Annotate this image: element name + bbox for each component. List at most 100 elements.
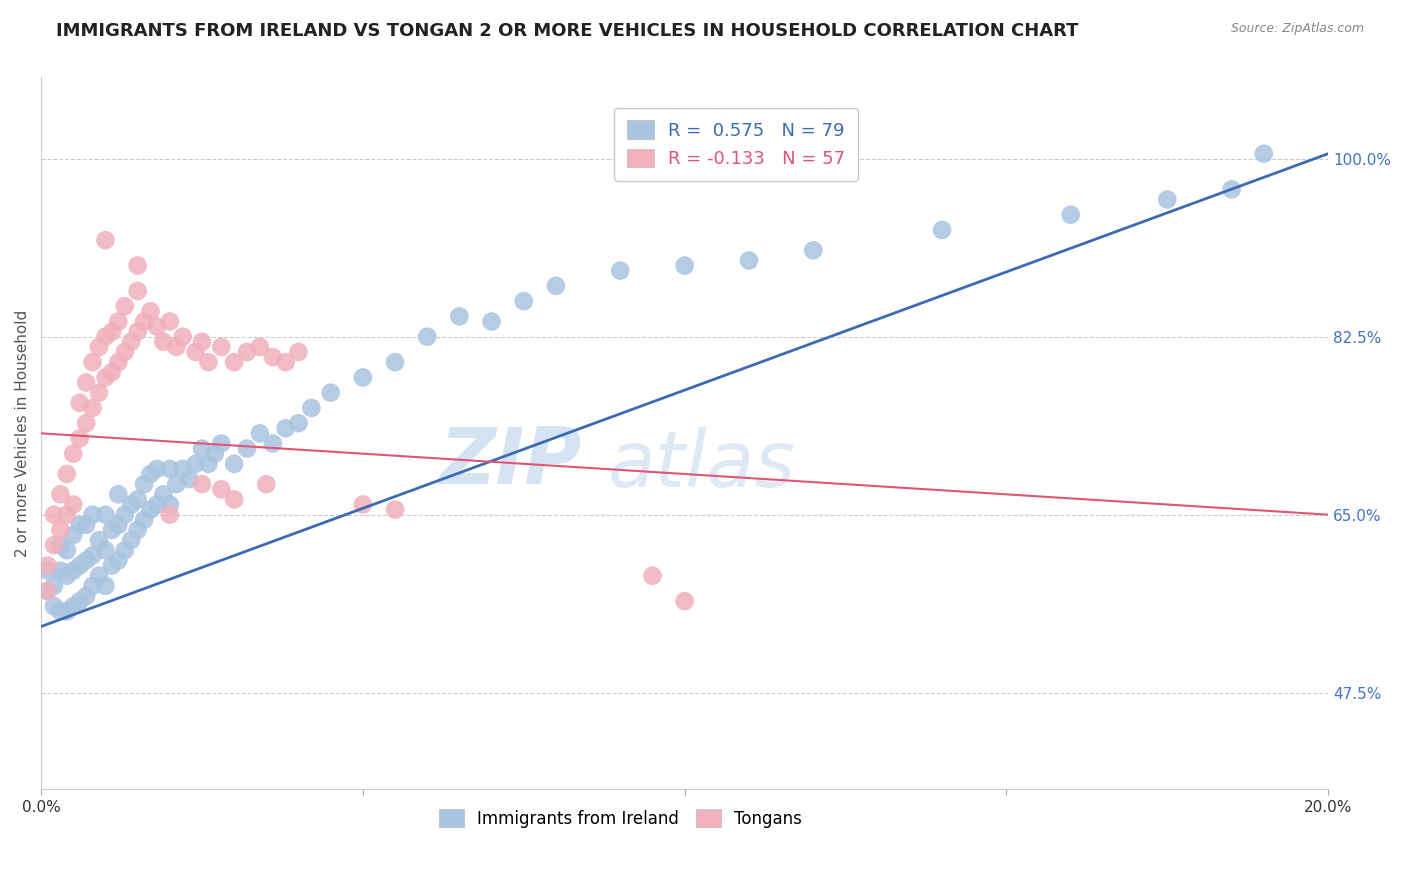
Point [384,502,406,516]
Point [94,508,117,522]
Point [319,385,342,400]
Point [42,599,65,614]
Point [107,355,129,369]
Point [609,263,631,277]
Point [94,330,117,344]
Point [152,487,174,501]
Point [1253,146,1275,161]
Point [191,477,214,491]
Point [299,401,322,415]
Point [146,462,169,476]
Point [224,492,246,507]
Point [101,523,124,537]
Point [37,583,59,598]
Point [62,498,84,512]
Point [69,431,91,445]
Point [49,538,72,552]
Point [94,543,117,558]
Point [107,553,129,567]
Point [132,477,155,491]
Point [209,482,232,496]
Point [209,436,232,450]
Point [481,314,503,328]
Point [262,350,284,364]
Point [82,355,104,369]
Point [184,457,207,471]
Point [101,325,124,339]
Legend: Immigrants from Ireland, Tongans: Immigrants from Ireland, Tongans [432,803,808,834]
Point [62,564,84,578]
Point [62,599,84,614]
Point [127,259,149,273]
Point [204,447,226,461]
Point [197,457,219,471]
Point [87,340,110,354]
Point [82,401,104,415]
Text: atlas: atlas [607,427,796,503]
Point [127,492,149,507]
Point [69,558,91,573]
Text: IMMIGRANTS FROM IRELAND VS TONGAN 2 OR MORE VEHICLES IN HOUSEHOLD CORRELATION CH: IMMIGRANTS FROM IRELAND VS TONGAN 2 OR M… [56,22,1078,40]
Point [37,583,59,598]
Point [236,345,259,359]
Point [384,355,406,369]
Point [172,462,194,476]
Point [544,279,567,293]
Point [107,314,129,328]
Point [69,396,91,410]
Point [352,498,374,512]
Point [56,543,79,558]
Point [738,253,761,268]
Point [673,259,696,273]
Point [114,299,136,313]
Y-axis label: 2 or more Vehicles in Household: 2 or more Vehicles in Household [15,310,30,557]
Point [449,310,471,324]
Point [120,533,142,547]
Point [87,385,110,400]
Point [262,436,284,450]
Point [82,508,104,522]
Point [513,294,536,309]
Point [352,370,374,384]
Point [416,330,439,344]
Point [159,314,181,328]
Point [132,314,155,328]
Point [1156,193,1178,207]
Point [87,533,110,547]
Point [274,355,297,369]
Point [37,564,59,578]
Point [42,579,65,593]
Point [801,244,824,258]
Point [82,579,104,593]
Point [274,421,297,435]
Point [75,553,97,567]
Point [146,498,169,512]
Point [191,334,214,349]
Point [37,558,59,573]
Point [139,502,162,516]
Point [172,330,194,344]
Point [114,543,136,558]
Point [49,487,72,501]
Point [56,508,79,522]
Point [101,558,124,573]
Point [159,462,181,476]
Point [69,594,91,608]
Point [75,517,97,532]
Point [249,340,271,354]
Point [287,345,309,359]
Point [931,223,953,237]
Point [159,498,181,512]
Point [146,319,169,334]
Point [101,365,124,379]
Point [249,426,271,441]
Point [287,416,309,430]
Point [127,523,149,537]
Point [165,477,187,491]
Point [69,517,91,532]
Point [224,355,246,369]
Point [56,568,79,582]
Point [94,370,117,384]
Point [82,549,104,563]
Point [42,508,65,522]
